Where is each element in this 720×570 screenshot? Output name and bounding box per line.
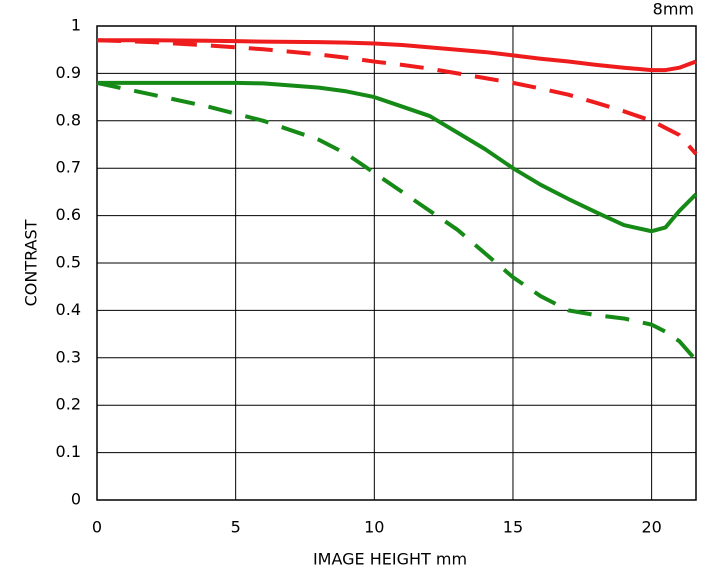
y-tick-label: 1 xyxy=(71,16,81,35)
series-line xyxy=(96,38,698,156)
x-tick-label: 5 xyxy=(231,518,241,537)
chart-title: 8mm xyxy=(653,0,694,19)
y-tick-label: 0.5 xyxy=(56,253,81,272)
y-tick-label: 0.6 xyxy=(56,205,81,224)
series-line xyxy=(97,80,698,234)
y-axis-label: CONTRAST xyxy=(22,219,41,306)
y-tick-label: 0.3 xyxy=(56,347,81,366)
y-tick-label: 0.1 xyxy=(56,442,81,461)
x-tick-label: 0 xyxy=(92,518,102,537)
x-axis-label: IMAGE HEIGHT mm xyxy=(313,550,467,569)
x-tick-label: 10 xyxy=(364,518,384,537)
y-tick-label: 0.4 xyxy=(56,300,81,319)
series-line xyxy=(97,38,697,73)
y-tick-label: 0 xyxy=(71,490,81,509)
plot-frame xyxy=(96,25,697,501)
y-tick-label: 0.8 xyxy=(56,110,81,129)
y-tick-label: 0.9 xyxy=(56,63,81,82)
y-tick-label: 0.7 xyxy=(56,158,81,177)
y-tick-label: 0.2 xyxy=(56,395,81,414)
series-line xyxy=(96,80,698,362)
x-tick-label: 15 xyxy=(503,518,523,537)
x-tick-label: 20 xyxy=(641,518,661,537)
